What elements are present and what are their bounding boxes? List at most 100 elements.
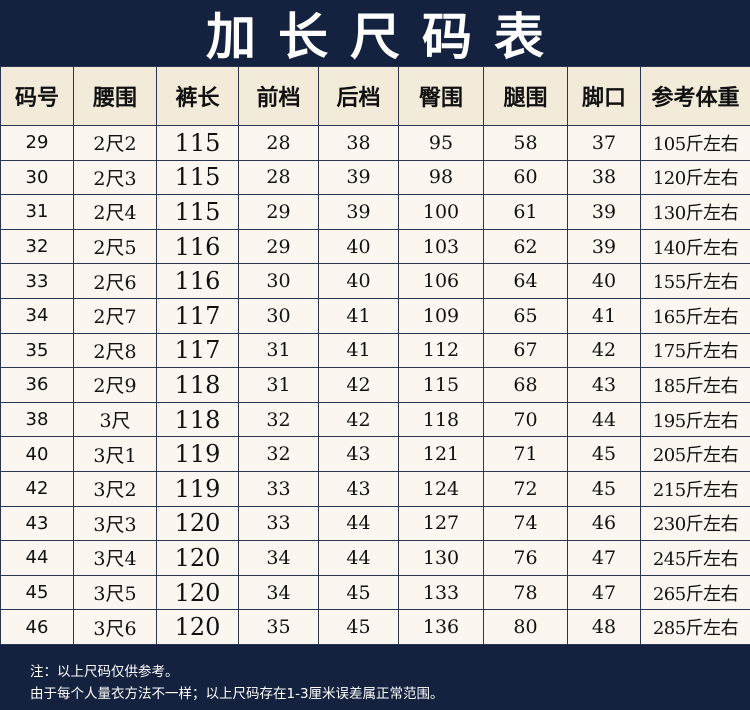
- header-back-rise: 后档: [318, 66, 399, 126]
- table-cell: 40: [318, 263, 399, 299]
- table-cell: 265斤左右: [640, 574, 750, 611]
- table-cell: 42: [318, 367, 399, 403]
- table-cell: 39: [567, 228, 641, 265]
- table-cell: 115: [156, 125, 239, 161]
- table-cell: 130: [398, 540, 484, 576]
- size-table: 码号 腰围 裤长 前档 后档 臀围 腿围 脚口 参考体重 29 2尺2 115 28 3…: [0, 66, 750, 645]
- table-cell: 215斤左右: [640, 470, 750, 507]
- table-cell: 118: [156, 367, 239, 403]
- table-row: 29 2尺2 115 28 38 95 58 37 105斤左右: [0, 125, 750, 161]
- table-cell: 44: [318, 540, 399, 576]
- table-cell: 68: [483, 367, 568, 403]
- table-cell: 103: [398, 228, 484, 265]
- table-cell: 165斤左右: [640, 297, 750, 334]
- table-cell: 105斤左右: [640, 125, 750, 161]
- table-cell: 2尺7: [73, 297, 157, 334]
- table-row: 31 2尺4 115 29 39 100 61 39 130斤左右: [0, 194, 750, 230]
- table-cell: 30: [238, 297, 319, 334]
- table-cell: 33: [0, 263, 74, 299]
- table-row: 32 2尺5 116 29 40 103 62 39 140斤左右: [0, 228, 750, 265]
- table-row: 33 2尺6 116 30 40 106 64 40 155斤左右: [0, 263, 750, 299]
- table-cell: 3尺2: [73, 470, 157, 507]
- table-cell: 95: [398, 125, 484, 161]
- header-length: 裤长: [156, 66, 239, 126]
- table-cell: 205斤左右: [640, 436, 750, 472]
- table-cell: 41: [318, 297, 399, 334]
- table-cell: 117: [156, 297, 239, 334]
- table-cell: 2尺8: [73, 332, 157, 369]
- table-cell: 3尺4: [73, 540, 157, 576]
- table-cell: 195斤左右: [640, 401, 750, 438]
- table-cell: 44: [318, 505, 399, 542]
- table-cell: 115: [156, 159, 239, 196]
- page-title: 加长尺码表: [206, 7, 566, 66]
- table-cell: 31: [238, 367, 319, 403]
- table-cell: 39: [567, 194, 641, 230]
- table-cell: 285斤左右: [640, 609, 750, 645]
- table-cell: 32: [0, 228, 74, 265]
- table-cell: 74: [483, 505, 568, 542]
- table-row: 34 2尺7 117 30 41 109 65 41 165斤左右: [0, 297, 750, 334]
- table-cell: 36: [0, 367, 74, 403]
- table-cell: 130斤左右: [640, 194, 750, 230]
- table-cell: 119: [156, 470, 239, 507]
- table-cell: 245斤左右: [640, 540, 750, 576]
- table-cell: 43: [318, 436, 399, 472]
- table-cell: 33: [238, 505, 319, 542]
- table-cell: 42: [0, 470, 74, 507]
- table-cell: 29: [238, 228, 319, 265]
- table-cell: 41: [567, 297, 641, 334]
- table-cell: 29: [238, 194, 319, 230]
- table-cell: 117: [156, 332, 239, 369]
- header-waist: 腰围: [73, 66, 157, 126]
- table-cell: 3尺1: [73, 436, 157, 472]
- table-cell: 230斤左右: [640, 505, 750, 542]
- table-cell: 120: [156, 505, 239, 542]
- table-cell: 28: [238, 159, 319, 196]
- table-cell: 155斤左右: [640, 263, 750, 299]
- table-cell: 119: [156, 436, 239, 472]
- table-row: 45 3尺5 120 34 45 133 78 47 265斤左右: [0, 574, 750, 611]
- header-size-code: 码号: [0, 66, 74, 126]
- table-cell: 58: [483, 125, 568, 161]
- table-cell: 2尺5: [73, 228, 157, 265]
- table-row: 36 2尺9 118 31 42 115 68 43 185斤左右: [0, 367, 750, 403]
- table-cell: 45: [318, 609, 399, 645]
- table-row: 44 3尺4 120 34 44 130 76 47 245斤左右: [0, 540, 750, 576]
- table-cell: 115: [156, 194, 239, 230]
- table-cell: 61: [483, 194, 568, 230]
- table-cell: 118: [156, 401, 239, 438]
- table-cell: 120: [156, 609, 239, 645]
- table-cell: 120: [156, 574, 239, 611]
- table-cell: 106: [398, 263, 484, 299]
- header-thigh: 腿围: [483, 66, 568, 126]
- table-cell: 44: [0, 540, 74, 576]
- header-ref-weight: 参考体重: [640, 66, 750, 126]
- table-cell: 45: [318, 574, 399, 611]
- note-line: 注：以上尺码仅供参考。: [30, 664, 179, 680]
- table-cell: 48: [567, 609, 641, 645]
- table-cell: 76: [483, 540, 568, 576]
- table-cell: 47: [567, 574, 641, 611]
- table-cell: 30: [0, 159, 74, 196]
- table-cell: 29: [0, 125, 74, 161]
- table-cell: 67: [483, 332, 568, 369]
- notes: 注：以上尺码仅供参考。 由于每个人量衣方法不一样；以上尺码存在1-3厘米误差属正…: [0, 658, 750, 710]
- table-header-row: 码号 腰围 裤长 前档 后档 臀围 腿围 脚口 参考体重: [0, 66, 750, 126]
- table-cell: 40: [567, 263, 641, 299]
- header-leg-opening: 脚口: [567, 66, 641, 126]
- header-hip: 臀围: [398, 66, 484, 126]
- table-cell: 40: [0, 436, 74, 472]
- table-cell: 45: [567, 436, 641, 472]
- table-row: 38 3尺 118 32 42 118 70 44 195斤左右: [0, 401, 750, 438]
- table-cell: 43: [318, 470, 399, 507]
- table-cell: 39: [318, 159, 399, 196]
- table-cell: 80: [483, 609, 568, 645]
- table-row: 43 3尺3 120 33 44 127 74 46 230斤左右: [0, 505, 750, 542]
- table-cell: 2尺4: [73, 194, 157, 230]
- table-cell: 2尺9: [73, 367, 157, 403]
- table-cell: 64: [483, 263, 568, 299]
- table-cell: 116: [156, 263, 239, 299]
- table-cell: 42: [567, 332, 641, 369]
- table-cell: 120: [156, 540, 239, 576]
